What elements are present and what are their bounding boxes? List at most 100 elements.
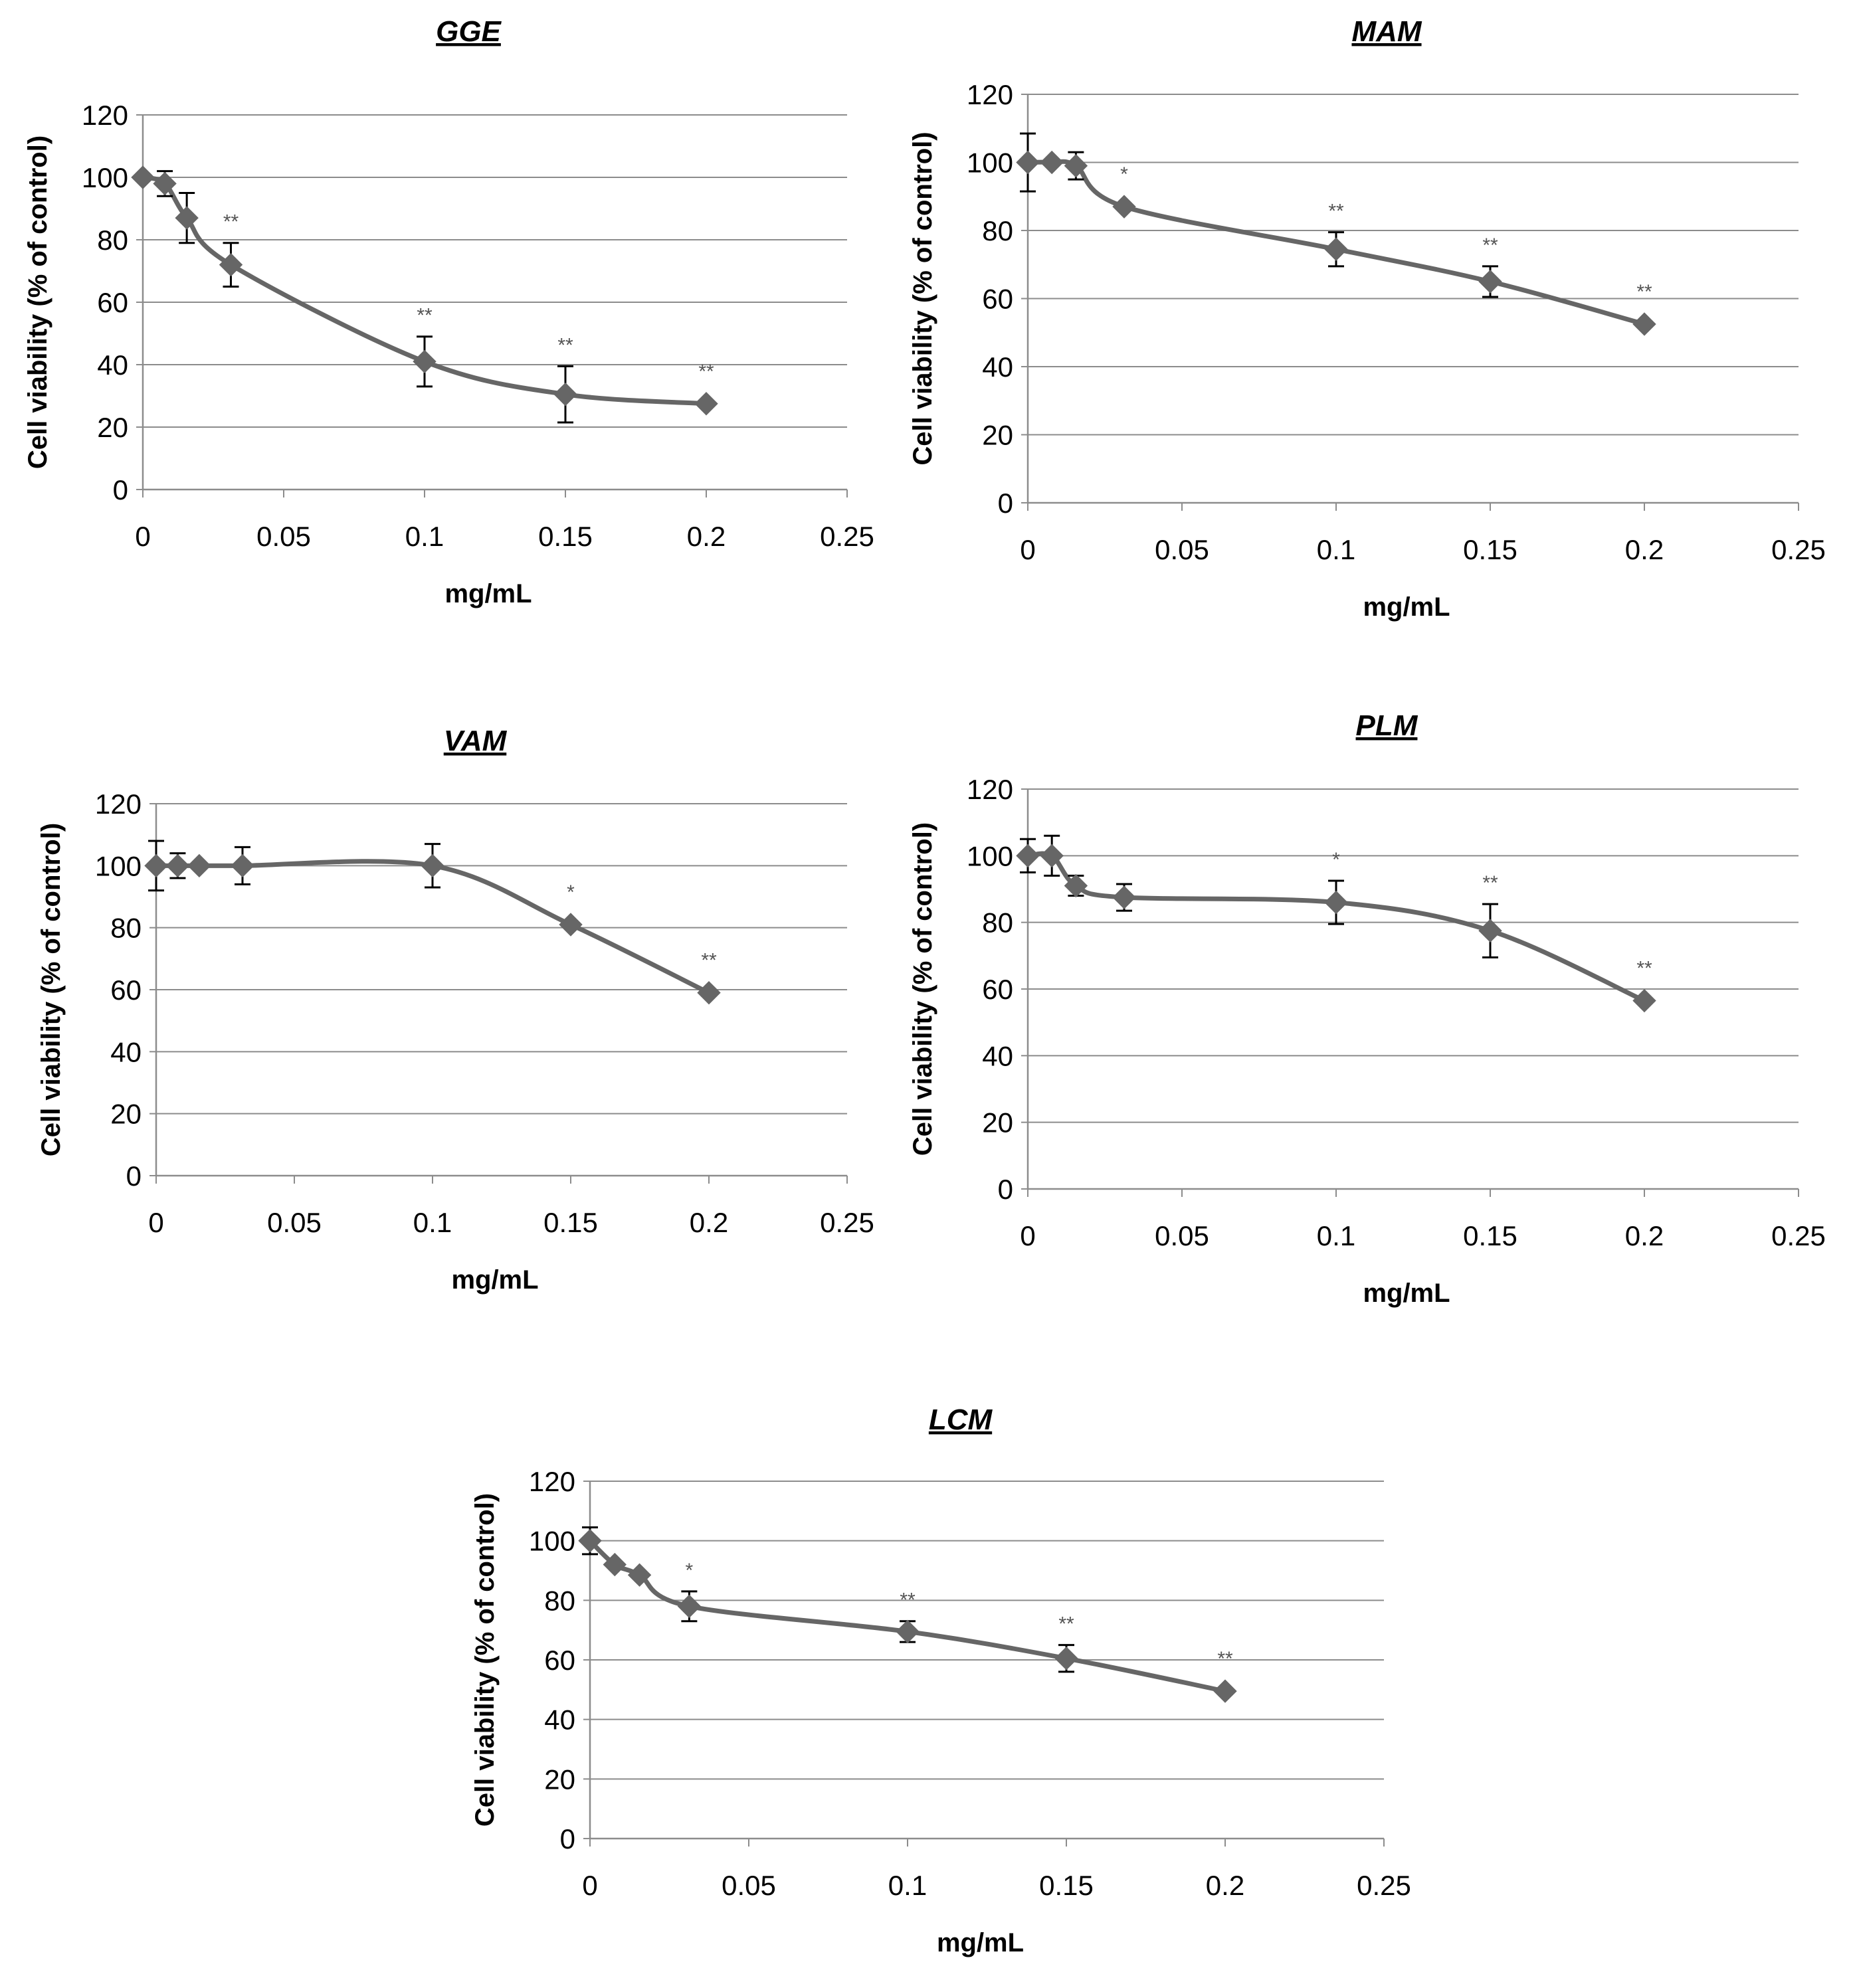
significance-label: ** [1636, 958, 1652, 980]
y-tick-label: 0 [998, 1174, 1013, 1205]
significance-label: ** [1328, 201, 1344, 223]
data-point [627, 1563, 652, 1587]
data-point [144, 854, 168, 878]
y-tick-label: 20 [544, 1763, 575, 1795]
data-point [1632, 988, 1656, 1013]
x-tick-label: 0.05 [1155, 534, 1209, 565]
data-point [896, 1619, 920, 1644]
y-tick-label: 100 [82, 162, 128, 193]
y-axis-label: Cell viability (% of control) [470, 1493, 500, 1827]
data-point [187, 854, 211, 878]
x-tick-label: 0.1 [1317, 534, 1355, 565]
x-tick-label: 0 [135, 521, 150, 552]
x-axis-label: mg/mL [1363, 1279, 1450, 1308]
data-point [553, 382, 577, 407]
data-point [413, 349, 437, 374]
x-tick-label: 0.1 [888, 1870, 927, 1901]
x-tick-label: 0 [1020, 534, 1035, 565]
x-tick-label: 0 [582, 1870, 597, 1901]
series-line [587, 1538, 1228, 1694]
y-tick-label: 0 [113, 474, 128, 505]
data-point [1040, 844, 1064, 868]
x-tick-label: 0.15 [1039, 1870, 1094, 1901]
data-point [1478, 919, 1502, 943]
x-tick-label: 0.15 [543, 1207, 598, 1238]
significance-label: ** [223, 211, 239, 233]
y-tick-label: 100 [967, 840, 1013, 871]
significance-label: ** [698, 361, 714, 383]
x-tick-label: 0.25 [1771, 1220, 1826, 1251]
x-tick-label: 0.2 [1625, 1220, 1664, 1251]
chart-plm: PLM 0 20 40 60 80 100 120 0 0.05 0.1 0.15 0.2 0.25 mg/… [908, 709, 1826, 1308]
data-point [603, 1552, 627, 1577]
x-tick-label: 0.25 [820, 1207, 874, 1238]
y-tick-label: 60 [544, 1645, 575, 1676]
x-tick-label: 0.05 [722, 1870, 776, 1901]
x-tick-label: 0.1 [405, 521, 444, 552]
y-tick-label: 40 [544, 1704, 575, 1736]
x-tick-label: 0.15 [1463, 534, 1517, 565]
data-point [1016, 844, 1040, 868]
y-tick-label: 80 [982, 215, 1013, 246]
data-point [421, 854, 444, 878]
data-point [677, 1594, 702, 1619]
x-tick-label: 0.05 [267, 1207, 322, 1238]
significance-label: ** [557, 334, 573, 356]
data-point [1064, 153, 1088, 178]
x-tick-label: 0.2 [690, 1207, 728, 1238]
data-point [131, 165, 155, 189]
y-tick-label: 60 [110, 974, 142, 1006]
data-point [153, 171, 177, 196]
x-tick-label: 0.15 [1463, 1220, 1517, 1251]
data-point [231, 854, 254, 878]
x-tick-label: 0.1 [413, 1207, 452, 1238]
x-tick-label: 0.05 [1155, 1220, 1209, 1251]
x-tick-label: 0 [148, 1207, 163, 1238]
data-point [165, 854, 190, 878]
data-point [1064, 873, 1088, 898]
significance-label: ** [1217, 1648, 1233, 1670]
chart-mam: MAM 0 20 40 60 80 100 120 0 0.05 0.1 0.15 0.2 0.25 mg/… [908, 15, 1826, 622]
x-axis-label: mg/mL [444, 579, 532, 608]
y-tick-label: 120 [529, 1466, 575, 1497]
y-axis-label: Cell viability (% of control) [23, 136, 52, 469]
significance-label: ** [1636, 281, 1652, 303]
y-tick-label: 40 [110, 1036, 142, 1067]
data-point [578, 1528, 602, 1553]
significance-label: ** [900, 1589, 916, 1611]
significance-label: * [567, 881, 575, 903]
chart-title: LCM [929, 1403, 993, 1436]
significance-label: ** [417, 305, 433, 327]
chart-title: GGE [436, 15, 502, 48]
significance-label: * [1120, 163, 1128, 185]
chart-title: PLM [1356, 709, 1418, 742]
data-point [559, 913, 583, 937]
y-tick-label: 40 [982, 1040, 1013, 1071]
y-tick-label: 80 [97, 225, 128, 256]
data-point [1040, 150, 1064, 175]
x-axis-label: mg/mL [1363, 592, 1450, 622]
series-line [1025, 159, 1647, 327]
y-axis-label: Cell viability (% of control) [37, 823, 66, 1156]
y-tick-label: 120 [967, 774, 1013, 805]
y-tick-label: 20 [97, 412, 128, 443]
y-tick-label: 120 [95, 788, 142, 820]
x-tick-label: 0.2 [1625, 534, 1664, 565]
y-tick-label: 100 [967, 147, 1013, 179]
data-point [1632, 312, 1656, 336]
y-tick-label: 0 [998, 488, 1013, 519]
y-tick-label: 100 [529, 1526, 575, 1557]
y-tick-label: 100 [95, 850, 142, 881]
y-axis-label: Cell viability (% of control) [908, 822, 937, 1156]
data-point [1054, 1647, 1078, 1671]
x-axis-label: mg/mL [937, 1928, 1024, 1957]
chart-title: VAM [444, 725, 508, 757]
data-point [1213, 1679, 1237, 1703]
x-tick-label: 0.05 [256, 521, 311, 552]
chart-gge: GGE 0 20 40 60 80 100 120 0 0.05 0.1 0.15 0.2 0.25 mg/… [23, 15, 874, 608]
significance-label: ** [1058, 1613, 1074, 1635]
y-tick-label: 20 [982, 1107, 1013, 1138]
data-point [1324, 237, 1348, 261]
data-point [219, 252, 243, 277]
y-tick-label: 20 [110, 1099, 142, 1130]
